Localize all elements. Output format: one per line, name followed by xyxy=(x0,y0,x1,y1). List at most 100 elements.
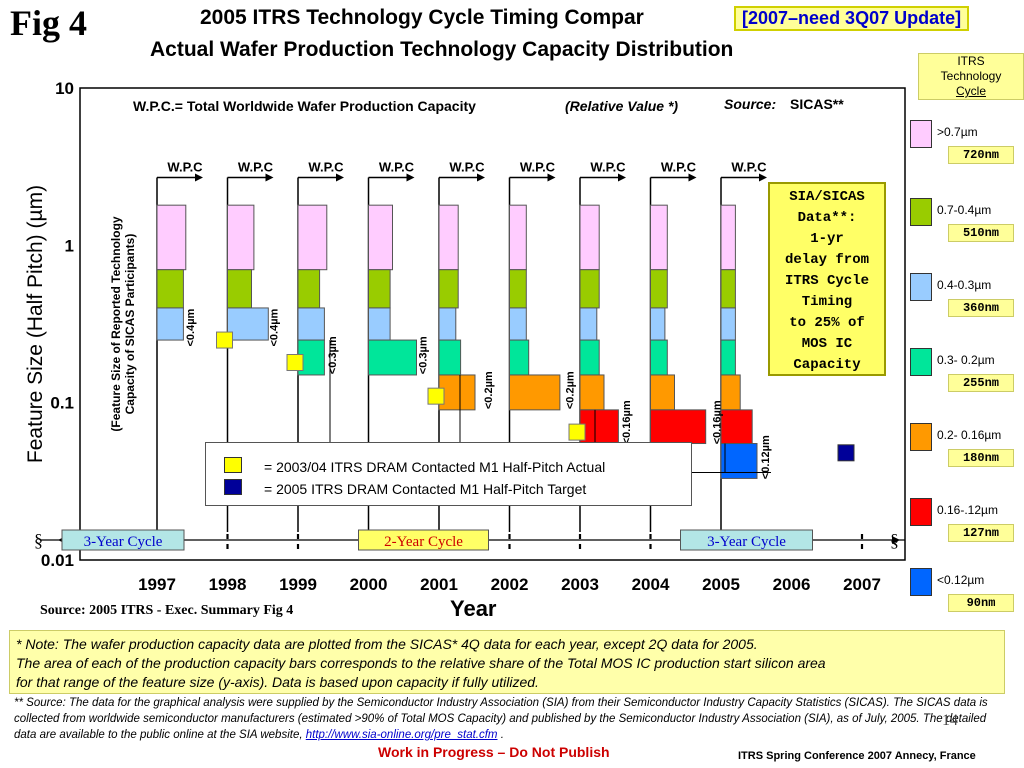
plot-frame xyxy=(79,87,906,561)
legend-range-label: 0.2- 0.16µm xyxy=(937,428,1002,442)
x-tick-label: 2007 xyxy=(843,575,881,594)
capacity-bar xyxy=(720,307,736,341)
x-tick-label: 2004 xyxy=(632,575,670,594)
y-axis-title: Feature Size (Half Pitch) (µm) xyxy=(24,185,47,463)
capacity-bar xyxy=(156,307,184,341)
wpc-arrow-head xyxy=(759,173,767,182)
capacity-bar xyxy=(650,307,666,341)
dimension-label: <0.4µm xyxy=(185,308,197,346)
capacity-bar xyxy=(579,409,619,445)
capacity-bar xyxy=(368,204,393,271)
wpc-label: W.P.C xyxy=(661,159,697,174)
capacity-bar xyxy=(509,204,527,271)
capacity-bar xyxy=(227,307,269,341)
capacity-bar xyxy=(297,269,321,309)
capacity-bar xyxy=(368,269,391,309)
y-tick-label: 0.1 xyxy=(50,394,74,413)
x-tick-label: 1997 xyxy=(138,575,176,594)
dimension-label: <0.4µm xyxy=(269,308,281,346)
x-tick-label: 2003 xyxy=(561,575,599,594)
capacity-bar xyxy=(650,339,668,376)
note-line: * Note: The wafer production capacity da… xyxy=(16,636,758,652)
capacity-bar xyxy=(438,374,476,411)
x-axis-title: Year xyxy=(450,596,497,621)
cycle-label-box xyxy=(61,529,185,551)
y-tick-label: 10 xyxy=(55,79,74,98)
wpc-label: W.P.C xyxy=(308,159,344,174)
note-line: The area of each of the production capac… xyxy=(16,655,826,671)
capacity-bar xyxy=(368,339,417,376)
legend-title: ITRS Technology Cycle xyxy=(918,53,1024,100)
chart-canvas: 10 1 0.1 0.01 Feature Size (Half Pitch) (µm)… xyxy=(24,79,906,594)
capacity-bar xyxy=(227,204,255,271)
actual-half-pitch-marker xyxy=(568,423,586,441)
capacity-bar xyxy=(438,307,457,341)
wpc-label: W.P.C xyxy=(520,159,556,174)
wpc-arrow-head xyxy=(618,173,626,182)
wpc-arrow-head xyxy=(406,173,415,182)
figure-label: Fig 4 xyxy=(10,3,87,43)
sia-website-link[interactable]: http://www.sia-online.org/pre_stat.cfm xyxy=(305,729,498,741)
x-tick-label: 2000 xyxy=(350,575,388,594)
capacity-bar xyxy=(650,204,668,271)
chart-subtitle-relative: (Relative Value *) xyxy=(565,98,678,114)
target-key-label: = 2005 ITRS DRAM Contacted M1 Half-Pitch… xyxy=(264,481,587,497)
capacity-bar xyxy=(579,374,605,411)
note-box: * Note: The wafer production capacity da… xyxy=(9,630,1005,694)
wpc-label: W.P.C xyxy=(449,159,485,174)
legend-nm-label: 127nm xyxy=(948,524,1014,542)
sicas-box-line: Capacity xyxy=(793,357,861,373)
capacity-bar xyxy=(368,307,391,341)
x-tick-label: 2002 xyxy=(491,575,529,594)
axis-break-mark: § xyxy=(890,530,899,550)
target-key-swatch xyxy=(224,479,242,495)
actual-half-pitch-marker xyxy=(216,331,233,349)
chart-source-value: SICAS** xyxy=(790,96,844,112)
cycle-label: 2-Year Cycle xyxy=(384,534,463,550)
conference-label: ITRS Spring Conference 2007 Annecy, Fran… xyxy=(738,750,976,762)
legend-range-label: >0.7µm xyxy=(937,125,978,139)
legend-swatch xyxy=(910,568,932,596)
capacity-bar xyxy=(650,269,668,309)
legend-swatch xyxy=(910,348,932,376)
legend-swatch xyxy=(910,498,932,526)
legend-nm-label: 90nm xyxy=(948,594,1014,612)
capacity-bar xyxy=(297,307,325,341)
legend-nm-label: 180nm xyxy=(948,449,1014,467)
sicas-box-line: Data**: xyxy=(797,210,857,226)
dimension-label: <0.16µm xyxy=(621,400,633,444)
legend-range-label: 0.7-0.4µm xyxy=(937,203,992,217)
cycle-label: 3-Year Cycle xyxy=(84,534,163,550)
cycle-label: 3-Year Cycle xyxy=(707,534,786,550)
dimension-label: <0.2µm xyxy=(565,371,577,409)
legend-nm-label: 255nm xyxy=(948,374,1014,392)
legend-range-label: 0.16-.12µm xyxy=(937,503,998,517)
wpc-arrow-head xyxy=(195,173,203,182)
target-half-pitch-marker xyxy=(837,444,855,462)
dimension-label: <0.3µm xyxy=(327,336,339,374)
legend-nm-label: 720nm xyxy=(948,146,1014,164)
capacity-bar xyxy=(720,409,753,445)
page-number: 14 xyxy=(942,712,958,729)
footnote-text: ** Source: The data for the graphical an… xyxy=(14,697,988,741)
dimension-label: <0.3µm xyxy=(418,336,430,374)
legend-swatch xyxy=(910,120,932,148)
wpc-label: W.P.C xyxy=(590,159,626,174)
legend-title-line: ITRS xyxy=(957,54,985,68)
dimension-label: <0.2µm xyxy=(483,371,495,409)
capacity-bar xyxy=(720,443,758,479)
capacity-bar xyxy=(438,339,462,376)
update-badge: [2007–need 3Q07 Update] xyxy=(734,6,970,31)
cycle-label-box xyxy=(358,529,489,551)
capacity-bar xyxy=(579,204,600,271)
dimension-label: <0.16µm xyxy=(712,400,724,444)
legend-swatch xyxy=(910,423,932,451)
x-tick-label: 2006 xyxy=(773,575,811,594)
note-line: for that range of the feature size (y-ax… xyxy=(16,674,539,690)
wpc-label: W.P.C xyxy=(167,159,203,174)
source-note: Source: 2005 ITRS - Exec. Summary Fig 4 xyxy=(40,603,294,618)
sicas-box-line: MOS IC xyxy=(801,336,853,352)
capacity-bar xyxy=(720,339,736,376)
sicas-box-line: to 25% of xyxy=(789,315,865,331)
axis-break-mark: § xyxy=(34,530,43,550)
